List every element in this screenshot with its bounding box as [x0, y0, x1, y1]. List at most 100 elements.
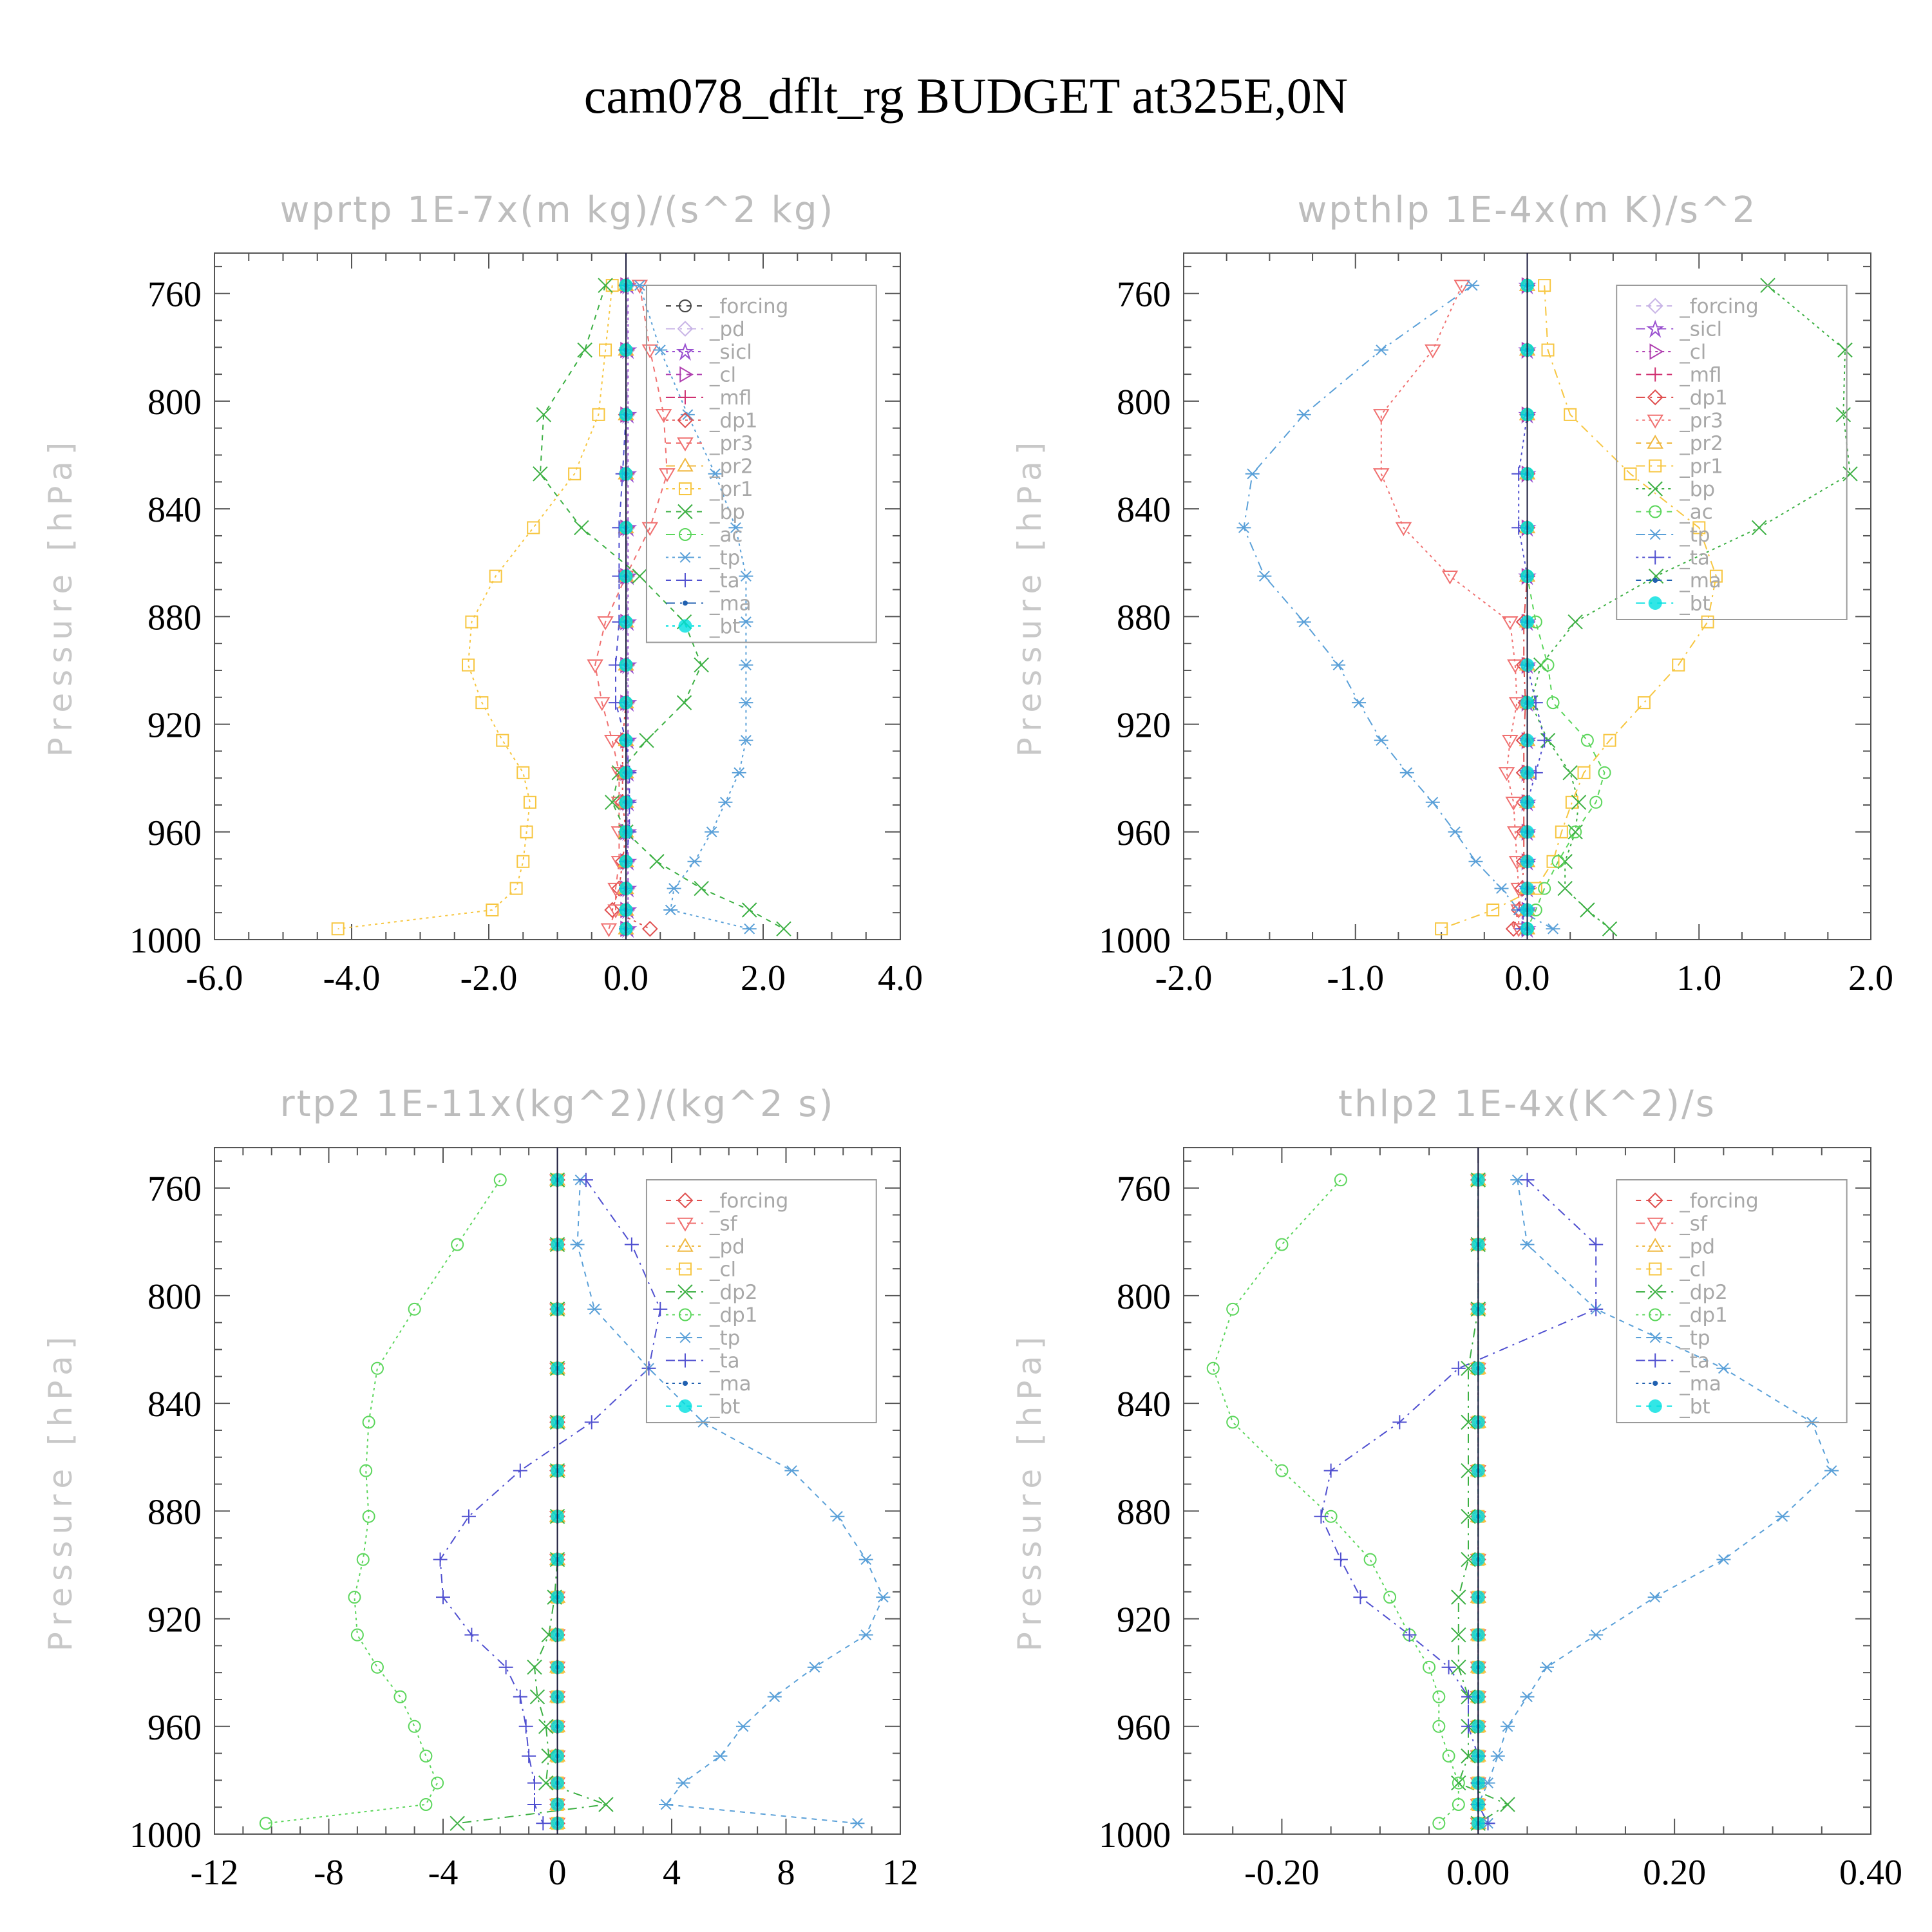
series-line_pr3: [594, 285, 668, 929]
data-point_bp: [598, 278, 613, 293]
legend-marker: [677, 1192, 694, 1209]
data-point_dp1: [1226, 1416, 1240, 1429]
series-line_ta: [1320, 1179, 1597, 1824]
legend-marker: [676, 343, 695, 361]
data-point_tp: [663, 904, 678, 916]
data-point_pr3: [1373, 468, 1390, 482]
data-point_pr1: [1538, 279, 1551, 292]
data-point_pr3: [607, 882, 624, 897]
data-point_tp: [659, 1799, 674, 1810]
legend-marker: [1653, 1381, 1658, 1386]
data-point_dp2: [1500, 1797, 1515, 1812]
data-point_ta: [1402, 1627, 1417, 1642]
data-point_tp: [858, 1629, 873, 1641]
data-point_bp: [604, 795, 620, 810]
data-point_dp2: [538, 1719, 554, 1734]
legend-marker: [1647, 1284, 1663, 1300]
data-point_pr1: [1672, 658, 1685, 672]
data-point_bp: [1562, 765, 1578, 781]
data-point_pr3: [659, 468, 676, 482]
data-point_tp: [739, 735, 753, 746]
data-point_ta: [513, 1689, 527, 1704]
y-tick-label: 1000: [1099, 1815, 1171, 1855]
x-tick-label: -6.0: [186, 958, 243, 998]
data-point_dp1: [1452, 1776, 1465, 1790]
series-line_ta: [615, 285, 630, 929]
data-point_tp: [728, 522, 743, 533]
panel-title: rtp2 1E-11x(kg^2)/(kg^2 s): [280, 1083, 835, 1125]
data-point_dp1: [451, 1238, 464, 1251]
data-point_ta: [536, 1816, 551, 1831]
data-point_pr1: [1577, 766, 1591, 779]
legend-marker: [1649, 505, 1662, 518]
data-point_pr1: [1565, 795, 1578, 809]
legend-marker: [1648, 1399, 1662, 1413]
legend-label: _sicl: [709, 341, 752, 364]
panel-title: thlp2 1E-4x(K^2)/s: [1338, 1083, 1716, 1125]
legend: [1616, 1179, 1848, 1423]
data-point_pr1: [475, 696, 489, 710]
legend-label: _pr1: [1679, 455, 1723, 478]
y-tick-label: 760: [1117, 1170, 1171, 1209]
data-point_ac: [1569, 825, 1582, 838]
data-point_dp1: [493, 1173, 507, 1187]
data-point_dp2: [1461, 1748, 1476, 1764]
y-tick-label: 960: [1117, 813, 1171, 853]
legend-marker: [679, 366, 694, 383]
data-point_tp: [858, 1554, 873, 1566]
data-point_pr1: [489, 569, 502, 583]
y-tick-label: 920: [1117, 1600, 1171, 1640]
data-point_bp: [632, 568, 648, 584]
data-point_dp2: [529, 1689, 545, 1705]
data-point_tp: [1539, 1662, 1554, 1673]
legend-marker: [677, 1238, 694, 1252]
data-point_ta: [464, 1627, 479, 1642]
data-point_tp: [1331, 659, 1346, 671]
data-point_bp: [1842, 466, 1858, 482]
y-tick-label: 800: [1117, 383, 1171, 422]
data-point_pr3: [607, 904, 624, 918]
legend-marker: [1647, 298, 1663, 314]
legend-marker: [677, 437, 694, 451]
data-point_tp: [653, 345, 668, 355]
data-point_pr1: [568, 467, 582, 480]
data-point_tp: [1425, 797, 1440, 808]
data-point_pr1: [1637, 696, 1651, 710]
legend-marker: [677, 457, 694, 472]
legend-label: _ta: [709, 569, 740, 592]
data-point_dp2: [1451, 1627, 1466, 1643]
legend-label: _cl: [1679, 341, 1706, 364]
data-point_ta: [1353, 1590, 1368, 1605]
data-point_tp: [739, 659, 753, 671]
series-line_dp1: [265, 1179, 501, 1824]
y-axis-label: Pressure [hPa]: [42, 1331, 79, 1652]
legend-marker: [1653, 578, 1658, 583]
data-point_ta: [578, 1173, 593, 1188]
data-point_tp: [1501, 1721, 1515, 1732]
series-line_tp: [1477, 1180, 1833, 1824]
data-point_dp1: [362, 1510, 375, 1523]
data-point_tp: [1716, 1363, 1731, 1374]
data-point_pr3: [1508, 697, 1526, 712]
y-tick-label: 1000: [129, 921, 202, 961]
data-point_dp2: [1451, 1775, 1466, 1791]
legend-label: _dp2: [1679, 1281, 1728, 1304]
legend-marker: [678, 619, 692, 633]
data-point_dp1: [1442, 1749, 1455, 1763]
legend-label: _ma: [709, 1372, 752, 1396]
data-point_pr3: [1505, 797, 1522, 811]
legend-label: _ma: [1679, 1372, 1721, 1396]
legend-marker: [678, 1308, 692, 1321]
data-point_pr1: [486, 904, 499, 917]
y-tick-label: 920: [147, 1600, 202, 1640]
data-point_tp: [1520, 1239, 1535, 1250]
legend-label: _pr3: [709, 432, 753, 455]
data-point_pr1: [1435, 922, 1448, 936]
data-point_dp1: [1452, 1798, 1465, 1812]
data-point_tp: [732, 767, 746, 779]
data-point_bp: [574, 520, 589, 536]
data-point_ta: [1537, 733, 1552, 748]
data-point_dp1: [370, 1361, 384, 1375]
data-point_pr1: [1486, 904, 1500, 917]
data-point_bp: [1751, 520, 1767, 536]
